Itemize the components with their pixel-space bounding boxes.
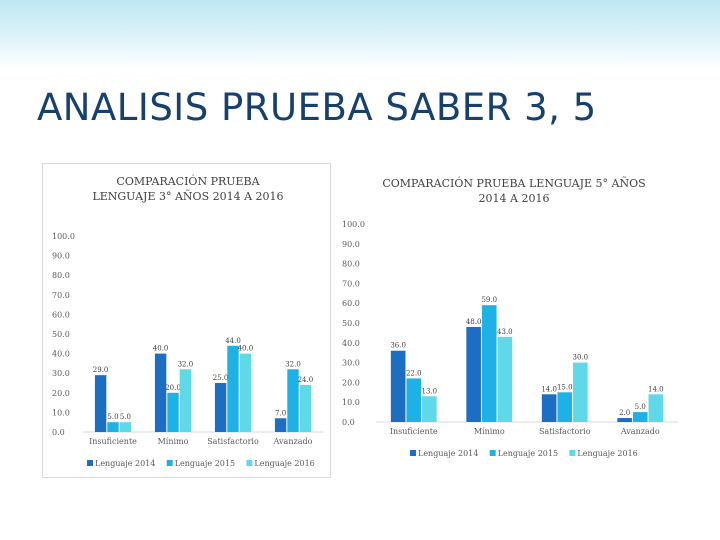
data-label: 29.0 (93, 366, 109, 374)
category-label: Insuficiente (390, 427, 438, 436)
legend-label: Lenguaje 2016 (254, 459, 314, 468)
chart-title-grade-5: COMPARACIÓN PRUEBA LENGUAJE 5° AÑOS 2014… (382, 177, 646, 205)
data-label: 13.0 (422, 387, 438, 395)
category-label: Mínimo (158, 437, 189, 446)
y-tick-label: 80.0 (52, 271, 70, 280)
data-label: 5.0 (107, 413, 118, 421)
data-label: 32.0 (178, 360, 194, 368)
legend-label: Lenguaje 2015 (175, 459, 235, 468)
legend-swatch (87, 460, 93, 466)
legend-swatch (489, 450, 496, 456)
data-label: 40.0 (238, 345, 254, 353)
y-tick-label: 30.0 (342, 359, 360, 368)
data-label: 15.0 (557, 383, 573, 391)
data-label: 5.0 (120, 413, 131, 421)
category-label: Mínimo (474, 427, 505, 436)
y-tick-label: 20.0 (52, 389, 70, 398)
data-label: 30.0 (573, 354, 589, 362)
y-tick-label: 40.0 (52, 350, 70, 359)
legend-swatch (569, 450, 576, 456)
y-tick-label: 100.0 (342, 220, 365, 229)
chart-title-grade-3: COMPARACIÓN PRUEBA LENGUAJE 3° AÑOS 2014… (92, 175, 284, 203)
slide-header-decoration (0, 0, 720, 70)
bar-lenguaje-2016-3 (299, 384, 312, 432)
bar-lenguaje-2016-0 (119, 422, 132, 432)
category-label: Avanzado (620, 427, 660, 436)
bar-lenguaje-2014-1 (154, 353, 167, 432)
category-label: Insuficiente (89, 437, 137, 446)
legend-swatch (246, 460, 253, 466)
y-tick-label: 70.0 (52, 291, 70, 300)
data-label: 44.0 (225, 337, 241, 345)
data-label: 32.0 (285, 360, 301, 368)
legend-swatch (410, 450, 416, 456)
y-tick-label: 90.0 (342, 240, 360, 249)
y-tick-label: 10.0 (52, 408, 70, 417)
bar-lenguaje-2016-2 (239, 353, 252, 432)
data-label: 14.0 (648, 385, 664, 393)
category-label: Avanzado (273, 437, 313, 446)
y-tick-label: 50.0 (52, 330, 70, 339)
bar-lenguaje-2015-0 (406, 378, 422, 422)
bar-lenguaje-2015-2 (227, 345, 239, 432)
y-tick-label: 40.0 (342, 339, 360, 348)
category-label: Satisfactorio (539, 427, 591, 436)
y-tick-label: 90.0 (52, 252, 70, 261)
y-tick-label: 10.0 (342, 398, 360, 407)
bar-lenguaje-2015-0 (107, 422, 119, 432)
y-tick-label: 20.0 (342, 378, 360, 387)
legend-swatch (166, 460, 173, 466)
bar-lenguaje-2016-1 (497, 336, 513, 422)
bar-lenguaje-2014-1 (466, 326, 481, 422)
chart-panel-grade-3: COMPARACIÓN PRUEBA LENGUAJE 3° AÑOS 2014… (42, 163, 331, 478)
bar-lenguaje-2014-0 (94, 375, 107, 432)
chart-panel-grade-5: COMPARACIÓN PRUEBA LENGUAJE 5° AÑOS 2014… (333, 163, 685, 478)
legend-label: Lenguaje 2016 (577, 449, 637, 458)
y-tick-label: 100.0 (52, 232, 75, 241)
bar-lenguaje-2014-2 (541, 394, 557, 422)
data-label: 40.0 (153, 345, 169, 353)
y-tick-label: 70.0 (342, 279, 360, 288)
legend-label: Lenguaje 2014 (418, 449, 478, 458)
bar-lenguaje-2014-2 (214, 383, 227, 432)
data-label: 43.0 (497, 328, 513, 336)
data-label: 22.0 (406, 369, 422, 377)
data-label: 24.0 (298, 376, 314, 384)
bar-lenguaje-2014-0 (390, 350, 406, 422)
y-tick-label: 60.0 (342, 299, 360, 308)
bar-lenguaje-2015-2 (557, 392, 573, 422)
y-tick-label: 0.0 (52, 428, 65, 437)
data-label: 25.0 (213, 374, 229, 382)
chart-grade-5: 0.0 10.0 20.0 30.0 40.0 50.0 60.0 70.0 80.0 90.0 1… (342, 220, 678, 458)
slide-title: ANALISIS PRUEBA SABER 3, 5 (37, 86, 597, 129)
y-tick-label: 30.0 (52, 369, 70, 378)
data-label: 5.0 (635, 403, 646, 411)
bar-lenguaje-2014-3 (617, 418, 632, 422)
bar-lenguaje-2016-2 (573, 362, 588, 422)
y-tick-label: 50.0 (342, 319, 360, 328)
data-label: 59.0 (481, 296, 497, 304)
category-label: Satisfactorio (207, 437, 259, 446)
data-label: 7.0 (275, 409, 286, 417)
data-label: 48.0 (466, 318, 482, 326)
bar-lenguaje-2015-1 (481, 305, 497, 422)
data-label: 14.0 (541, 385, 557, 393)
y-tick-label: 80.0 (342, 260, 360, 269)
data-label: 36.0 (390, 342, 406, 350)
bar-lenguaje-2015-3 (632, 412, 648, 422)
legend-label: Lenguaje 2014 (95, 459, 155, 468)
bar-lenguaje-2015-1 (167, 392, 179, 432)
y-tick-label: 60.0 (52, 310, 70, 319)
bar-lenguaje-2016-0 (422, 396, 437, 422)
data-label: 20.0 (165, 384, 181, 392)
bar-lenguaje-2015-3 (287, 369, 299, 432)
bar-lenguaje-2014-3 (274, 418, 287, 432)
chart-grade-3: 0.0 10.0 20.0 30.0 40.0 50.0 60.0 70.0 80.0 90.0 1… (52, 232, 323, 468)
legend-label: Lenguaje 2015 (498, 449, 558, 458)
bar-lenguaje-2016-1 (179, 369, 192, 432)
data-label: 2.0 (619, 409, 630, 417)
y-tick-label: 0.0 (342, 418, 355, 427)
bar-lenguaje-2016-3 (648, 394, 664, 422)
